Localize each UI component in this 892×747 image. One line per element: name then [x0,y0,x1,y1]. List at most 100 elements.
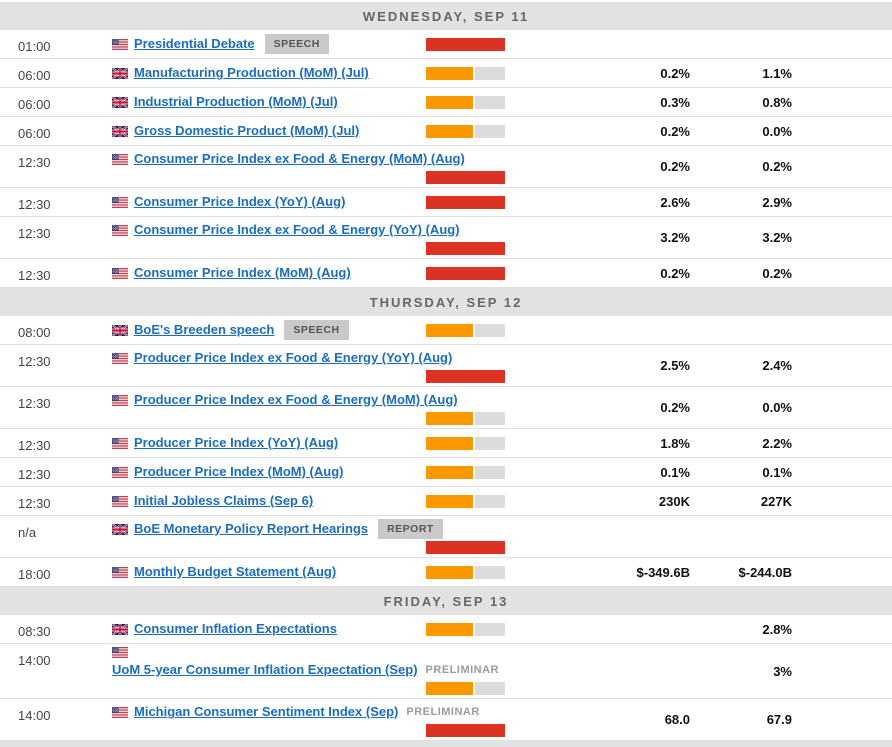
previous-value: 2.2% [762,435,792,451]
event-main-cell: Consumer Price Index (YoY) (Aug) [112,192,505,212]
event-link[interactable]: Consumer Price Index ex Food & Energy (M… [134,151,465,166]
event-info: Consumer Inflation Expectations [134,619,337,639]
event-link[interactable]: BoE Monetary Policy Report Hearings [134,521,369,536]
gb-flag-icon [112,523,128,535]
event-main-cell: UoM 5-year Consumer Inflation Expectatio… [112,647,505,695]
volatility-bar-fill [426,724,505,737]
volatility-high-bar [426,266,505,280]
event-time: 12:30 [18,396,51,411]
event-time: 08:00 [18,325,51,340]
volatility-medium-bar [426,622,505,636]
event-link[interactable]: Producer Price Index (MoM) (Aug) [134,464,344,479]
event-link[interactable]: Producer Price Index ex Food & Energy (M… [134,392,458,407]
event-main-cell: Producer Price Index ex Food & Energy (M… [112,390,505,425]
volatility-bar-fill [426,541,505,554]
day-header-label: FRIDAY, SEP 13 [383,593,509,609]
us-flag-icon [112,153,128,165]
previous-value: 0.2% [762,265,792,281]
event-info: UoM 5-year Consumer Inflation Expectatio… [112,660,499,680]
day-rows: 08:00 BoE's Breeden speech SPEECH 12:30 [0,316,892,587]
volatility-bar-remainder [475,465,505,479]
event-time: 14:00 [18,708,51,723]
volatility-bar-fill [426,465,473,479]
event-time: 06:00 [18,126,51,141]
preliminary-label: PRELIMINAR [406,706,480,718]
event-info: Consumer Price Index (MoM) (Aug) [134,263,351,283]
event-row: 06:00 Gross Domestic Product (MoM) (Jul)… [0,117,892,146]
event-link[interactable]: Manufacturing Production (MoM) (Jul) [134,65,369,80]
event-time: 12:30 [18,438,51,453]
gb-flag-icon [112,324,128,336]
event-type-badge: REPORT [378,519,443,539]
consensus-value: 0.1% [660,464,690,480]
consensus-value: $-349.6B [636,564,690,580]
volatility-bar-fill [426,622,473,636]
event-link[interactable]: Consumer Price Index ex Food & Energy (Y… [134,222,460,237]
volatility-bar-remainder [475,682,505,695]
previous-value: 2.8% [762,621,792,637]
day-header: FRIDAY, SEP 13 [0,587,892,615]
previous-value: 2.9% [762,194,792,210]
event-link[interactable]: Michigan Consumer Sentiment Index (Sep) [134,704,399,719]
event-time: 12:30 [18,467,51,482]
event-main-cell: BoE Monetary Policy Report Hearings REPO… [112,519,505,554]
event-time: 12:30 [18,354,51,369]
volatility-bar-fill [426,494,473,508]
us-flag-icon [112,566,128,578]
event-row: 12:30 Consumer Price Index (YoY) (Aug) [0,188,892,217]
event-link[interactable]: Consumer Inflation Expectations [134,621,337,636]
event-link[interactable]: Industrial Production (MoM) (Jul) [134,94,338,109]
event-row: 12:30 Producer Price Index ex Food & Ene… [0,345,892,387]
event-link[interactable]: Gross Domestic Product (MoM) (Jul) [134,123,360,138]
event-main-cell: Gross Domestic Product (MoM) (Jul) [112,121,505,141]
volatility-bar-fill [426,323,473,337]
event-time: 12:30 [18,496,51,511]
previous-value: 0.0% [762,400,792,415]
event-row: 12:30 Producer Price Index (YoY) (Aug) [0,429,892,458]
volatility-medium-bar [426,565,505,579]
event-row: 12:30 Consumer Price Index (MoM) (Aug) [0,259,892,288]
event-time: 06:00 [18,97,51,112]
us-flag-icon [112,224,128,236]
event-row: 14:00 UoM 5-year Consumer Inflation Expe… [0,644,892,699]
volatility-high-bar [426,541,505,554]
event-info: Consumer Price Index ex Food & Energy (M… [134,149,465,169]
event-row: 12:30 Producer Price Index (MoM) (Aug) [0,458,892,487]
volatility-medium-bar [426,66,505,80]
event-link[interactable]: UoM 5-year Consumer Inflation Expectatio… [112,662,418,677]
day-section: FRIDAY, SEP 13 08:30 Consumer Inflation … [0,587,892,741]
day-header: THURSDAY, SEP 12 [0,288,892,316]
event-link[interactable]: Initial Jobless Claims (Sep 6) [134,493,314,508]
event-link[interactable]: BoE's Breeden speech [134,322,275,337]
consensus-value: 68.0 [664,712,690,727]
previous-value: $-244.0B [738,564,792,580]
event-info: Producer Price Index ex Food & Energy (M… [134,390,458,410]
day-rows: 01:00 Presidential Debate SPEECH [0,30,892,288]
event-row: 08:00 BoE's Breeden speech SPEECH [0,316,892,345]
event-type-badge: SPEECH [264,34,329,54]
volatility-bar-remainder [475,95,505,109]
event-link[interactable]: Producer Price Index (YoY) (Aug) [134,435,339,450]
event-time: n/a [18,525,37,540]
event-main-cell: Industrial Production (MoM) (Jul) [112,92,505,112]
event-link[interactable]: Producer Price Index ex Food & Energy (Y… [134,350,453,365]
next-section-header-edge [0,741,892,747]
event-link[interactable]: Monthly Budget Statement (Aug) [134,564,337,579]
consensus-value: 0.2% [660,65,690,81]
event-info: Initial Jobless Claims (Sep 6) [134,491,313,511]
event-main-cell: Manufacturing Production (MoM) (Jul) [112,63,505,83]
consensus-value: 230K [658,493,690,509]
event-main-cell: Producer Price Index (YoY) (Aug) [112,433,505,453]
event-link[interactable]: Consumer Price Index (MoM) (Aug) [134,265,351,280]
event-row: 12:30 Initial Jobless Claims (Sep 6) [0,487,892,516]
volatility-bar-remainder [475,412,505,425]
event-link[interactable]: Consumer Price Index (YoY) (Aug) [134,194,346,209]
volatility-bar-remainder [475,622,505,636]
consensus-value: 1.8% [660,435,690,451]
volatility-bar-fill [426,242,505,255]
event-main-cell: Initial Jobless Claims (Sep 6) [112,491,505,511]
event-link[interactable]: Presidential Debate [134,36,255,51]
event-row: 06:00 Industrial Production (MoM) (Jul) … [0,88,892,117]
volatility-bar-remainder [475,66,505,80]
